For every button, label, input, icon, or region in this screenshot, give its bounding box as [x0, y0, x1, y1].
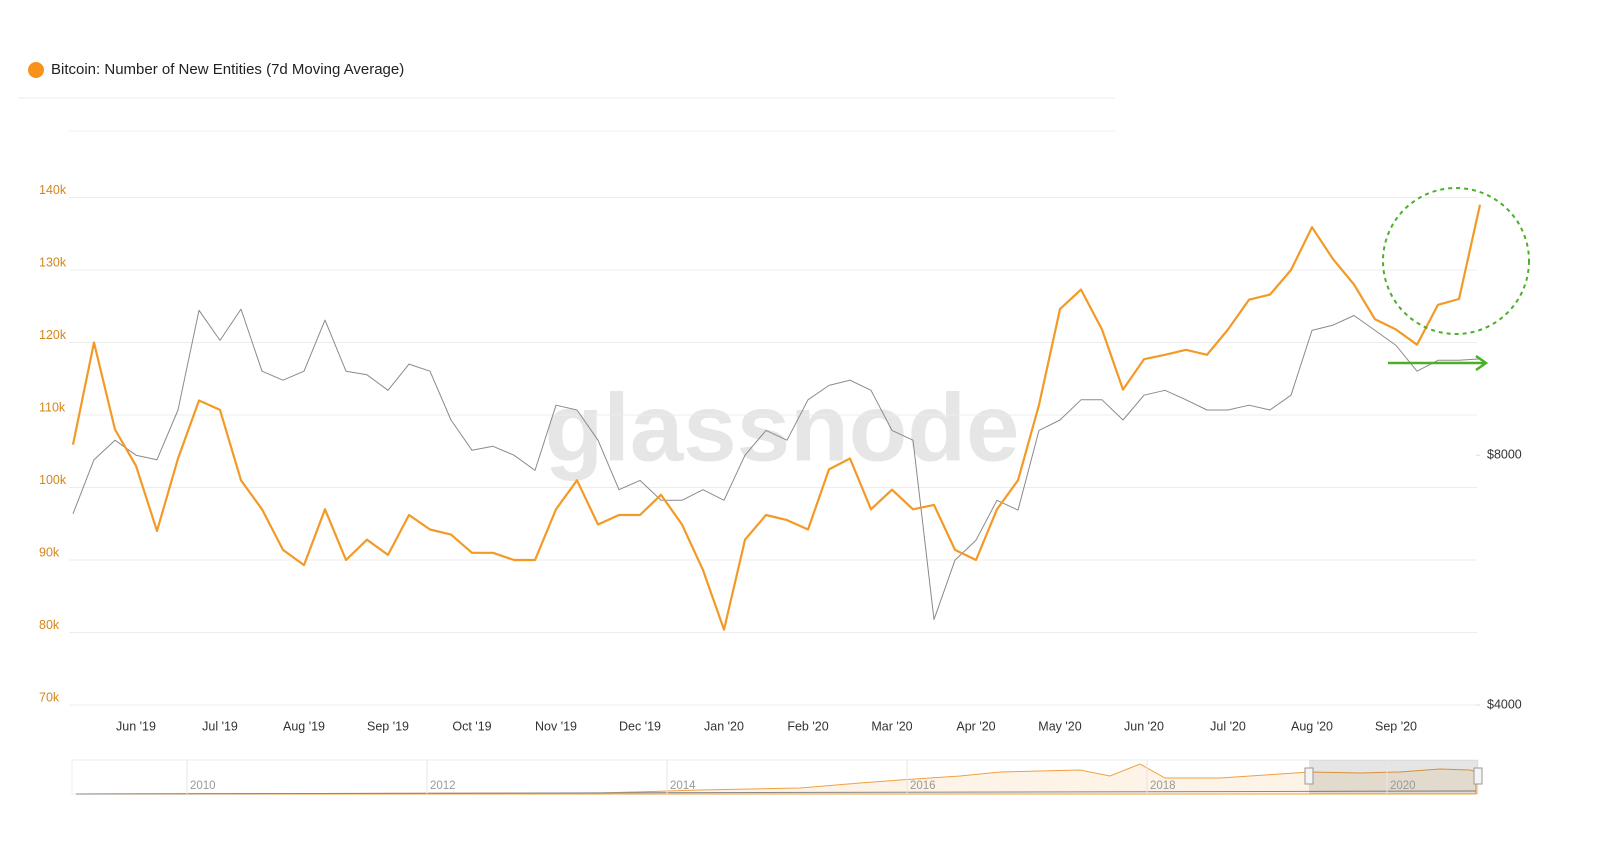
- navigator-label: 2014: [670, 780, 696, 792]
- y2-tick-label: $4000: [1487, 697, 1522, 711]
- x-tick-label: Apr '20: [956, 719, 995, 733]
- chart-title: Bitcoin: Number of New Entities (7d Movi…: [51, 61, 404, 78]
- x-tick-label: Jun '20: [1124, 719, 1164, 733]
- navigator-handle-right[interactable]: [1473, 767, 1483, 785]
- navigator-window[interactable]: [1309, 760, 1478, 794]
- x-tick-label: Sep '20: [1375, 719, 1417, 733]
- navigator-label: 2010: [190, 780, 216, 792]
- x-tick-label: Oct '19: [452, 719, 491, 733]
- x-tick-label: Aug '19: [283, 719, 325, 733]
- x-tick-label: Nov '19: [535, 719, 577, 733]
- x-tick-label: Jan '20: [704, 719, 744, 733]
- navigator-label: 2018: [1150, 780, 1176, 792]
- watermark: glassnode: [545, 374, 1020, 481]
- x-tick-label: Dec '19: [619, 719, 661, 733]
- highlight-circle: [1382, 187, 1530, 335]
- x-tick-label: Sep '19: [367, 719, 409, 733]
- bitcoin-icon: [28, 62, 44, 78]
- y-tick-label: 110k: [39, 400, 66, 414]
- price-line: [72, 308, 1481, 621]
- x-tick-label: May '20: [1038, 719, 1081, 733]
- navigator-label: 2016: [910, 780, 936, 792]
- y-tick-label: 80k: [39, 618, 60, 632]
- y-tick-label: 90k: [39, 545, 60, 559]
- x-tick-label: Feb '20: [787, 719, 828, 733]
- navigator-label: 2020: [1390, 780, 1416, 792]
- x-tick-label: Mar '20: [871, 719, 912, 733]
- navigator-series: [75, 763, 1477, 795]
- y-tick-label: 120k: [39, 328, 67, 342]
- x-tick-label: Jul '20: [1210, 719, 1246, 733]
- y-tick-label: 70k: [39, 690, 60, 704]
- x-tick-label: Jul '19: [202, 719, 238, 733]
- navigator-label: 2012: [430, 780, 456, 792]
- x-tick-label: Aug '20: [1291, 719, 1333, 733]
- y-tick-label: 130k: [39, 255, 67, 269]
- x-tick-label: Jun '19: [116, 719, 156, 733]
- y2-tick-label: $8000: [1487, 448, 1522, 462]
- navigator-handle-left[interactable]: [1304, 767, 1314, 785]
- y-tick-label: 140k: [39, 183, 67, 197]
- entities-line: [71, 204, 1482, 631]
- y-tick-label: 100k: [39, 473, 67, 487]
- navigator-price: [75, 790, 1477, 795]
- arrow-head: [1475, 354, 1489, 372]
